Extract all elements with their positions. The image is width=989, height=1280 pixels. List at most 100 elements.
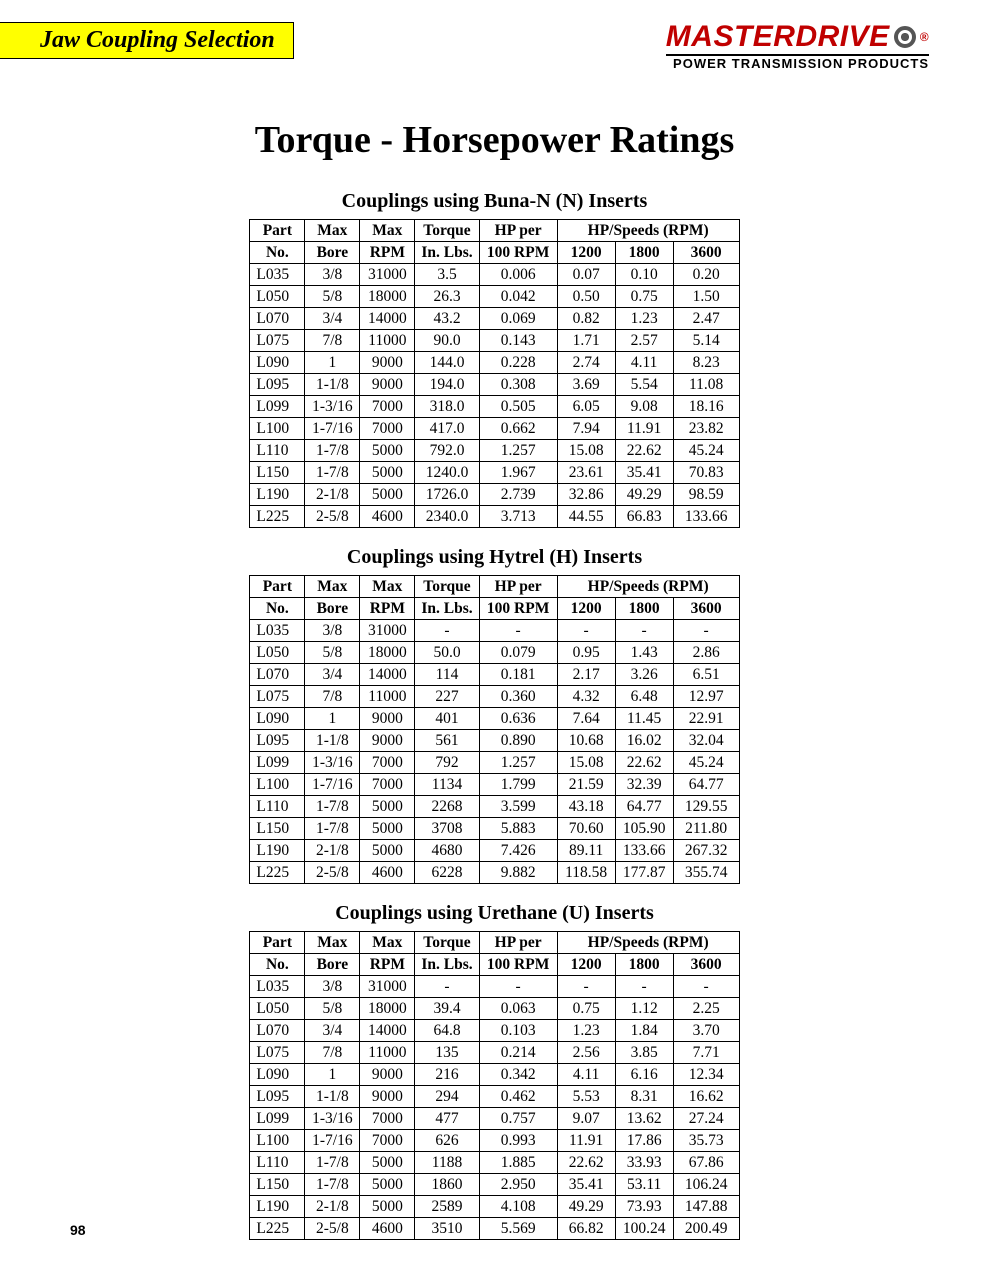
col-header: RPM bbox=[360, 954, 415, 976]
table-cell: 1 bbox=[305, 352, 360, 374]
table-cell: 0.462 bbox=[479, 1086, 557, 1108]
table-cell: 43.18 bbox=[557, 796, 615, 818]
table-cell: 0.079 bbox=[479, 642, 557, 664]
table-cell: 9000 bbox=[360, 1086, 415, 1108]
table-cell: 11000 bbox=[360, 1042, 415, 1064]
table-cell: 8.31 bbox=[615, 1086, 673, 1108]
table-row: L1501-7/850001240.01.96723.6135.4170.83 bbox=[250, 462, 739, 484]
table-row: L1101-7/8500022683.59943.1864.77129.55 bbox=[250, 796, 739, 818]
table-row: L0353/831000----- bbox=[250, 976, 739, 998]
table-subtitle: Couplings using Buna-N (N) Inserts bbox=[0, 190, 989, 213]
table-cell: 1-3/16 bbox=[305, 396, 360, 418]
col-header: In. Lbs. bbox=[415, 954, 479, 976]
table-cell: 5.54 bbox=[615, 374, 673, 396]
table-cell: 294 bbox=[415, 1086, 479, 1108]
table-cell: 7.71 bbox=[673, 1042, 739, 1064]
brand-logo: MASTERDRIVE ® bbox=[666, 22, 929, 52]
table-cell: 9.08 bbox=[615, 396, 673, 418]
table-cell: 0.042 bbox=[479, 286, 557, 308]
table-row: L0991-3/1670007921.25715.0822.6245.24 bbox=[250, 752, 739, 774]
table-cell: 0.890 bbox=[479, 730, 557, 752]
table-cell: 2.47 bbox=[673, 308, 739, 330]
table-cell: 1-7/8 bbox=[305, 818, 360, 840]
table-cell: 1134 bbox=[415, 774, 479, 796]
table-cell: L050 bbox=[250, 642, 305, 664]
table-cell: 3.85 bbox=[615, 1042, 673, 1064]
table-cell: 2.17 bbox=[557, 664, 615, 686]
table-cell: 3.5 bbox=[415, 264, 479, 286]
col-header: In. Lbs. bbox=[415, 242, 479, 264]
col-header: Max bbox=[305, 932, 360, 954]
table-cell: 1726.0 bbox=[415, 484, 479, 506]
table-cell: 7000 bbox=[360, 1130, 415, 1152]
table-cell: 33.93 bbox=[615, 1152, 673, 1174]
table-cell: 7000 bbox=[360, 1108, 415, 1130]
table-cell: 1-3/16 bbox=[305, 752, 360, 774]
col-header: 1200 bbox=[557, 242, 615, 264]
table-cell: 1-7/8 bbox=[305, 440, 360, 462]
table-cell: L099 bbox=[250, 1108, 305, 1130]
col-header: Max bbox=[360, 220, 415, 242]
table-cell: 26.3 bbox=[415, 286, 479, 308]
table-row: L0951-1/890002940.4625.538.3116.62 bbox=[250, 1086, 739, 1108]
col-header: 1800 bbox=[615, 598, 673, 620]
table-cell: 10.68 bbox=[557, 730, 615, 752]
table-cell: 14000 bbox=[360, 308, 415, 330]
table-cell: 0.75 bbox=[615, 286, 673, 308]
col-header: 3600 bbox=[673, 242, 739, 264]
table-cell: 0.505 bbox=[479, 396, 557, 418]
table-row: L2252-5/8460035105.56966.82100.24200.49 bbox=[250, 1218, 739, 1240]
table-cell: L150 bbox=[250, 818, 305, 840]
table-cell: 73.93 bbox=[615, 1196, 673, 1218]
table-cell: 9.882 bbox=[479, 862, 557, 884]
table-cell: - bbox=[479, 976, 557, 998]
table-cell: 4680 bbox=[415, 840, 479, 862]
col-header: No. bbox=[250, 242, 305, 264]
table-cell: 2-1/8 bbox=[305, 840, 360, 862]
table-row: L1101-7/85000792.01.25715.0822.6245.24 bbox=[250, 440, 739, 462]
table-cell: 106.24 bbox=[673, 1174, 739, 1196]
table-cell: 417.0 bbox=[415, 418, 479, 440]
table-cell: 1-1/8 bbox=[305, 374, 360, 396]
table-cell: L190 bbox=[250, 484, 305, 506]
table-cell: 39.4 bbox=[415, 998, 479, 1020]
table-cell: 9000 bbox=[360, 730, 415, 752]
table-subtitle: Couplings using Urethane (U) Inserts bbox=[0, 902, 989, 925]
col-header: 1800 bbox=[615, 954, 673, 976]
table-cell: 2.739 bbox=[479, 484, 557, 506]
table-cell: 0.07 bbox=[557, 264, 615, 286]
table-cell: 0.662 bbox=[479, 418, 557, 440]
table-cell: 1-7/8 bbox=[305, 462, 360, 484]
table-cell: 4600 bbox=[360, 506, 415, 528]
table-cell: 1.43 bbox=[615, 642, 673, 664]
table-cell: 355.74 bbox=[673, 862, 739, 884]
col-header: 1200 bbox=[557, 598, 615, 620]
table-cell: 98.59 bbox=[673, 484, 739, 506]
table-cell: 1 bbox=[305, 708, 360, 730]
table-cell: 1.71 bbox=[557, 330, 615, 352]
table-cell: 32.86 bbox=[557, 484, 615, 506]
table-cell: 4600 bbox=[360, 1218, 415, 1240]
table-cell: 6.16 bbox=[615, 1064, 673, 1086]
table-cell: 35.41 bbox=[557, 1174, 615, 1196]
table-row: L0991-3/167000318.00.5056.059.0818.16 bbox=[250, 396, 739, 418]
table-cell: L225 bbox=[250, 862, 305, 884]
table-cell: L070 bbox=[250, 308, 305, 330]
table-cell: 0.228 bbox=[479, 352, 557, 374]
table-cell: 31000 bbox=[360, 264, 415, 286]
table-cell: L190 bbox=[250, 840, 305, 862]
table-cell: 1.885 bbox=[479, 1152, 557, 1174]
table-cell: 5000 bbox=[360, 484, 415, 506]
table-cell: 11.08 bbox=[673, 374, 739, 396]
table-cell: 3.713 bbox=[479, 506, 557, 528]
table-row: L0505/81800039.40.0630.751.122.25 bbox=[250, 998, 739, 1020]
table-cell: L075 bbox=[250, 1042, 305, 1064]
table-cell: 100.24 bbox=[615, 1218, 673, 1240]
brand-name-text: MASTERDRIVE bbox=[666, 22, 890, 52]
section-tab: Jaw Coupling Selection bbox=[0, 22, 294, 59]
table-cell: 6228 bbox=[415, 862, 479, 884]
table-cell: 1.50 bbox=[673, 286, 739, 308]
table-row: L2252-5/8460062289.882118.58177.87355.74 bbox=[250, 862, 739, 884]
table-cell: 5000 bbox=[360, 1152, 415, 1174]
ratings-table: PartMaxMaxTorqueHP perHP/Speeds (RPM)No.… bbox=[249, 931, 739, 1240]
